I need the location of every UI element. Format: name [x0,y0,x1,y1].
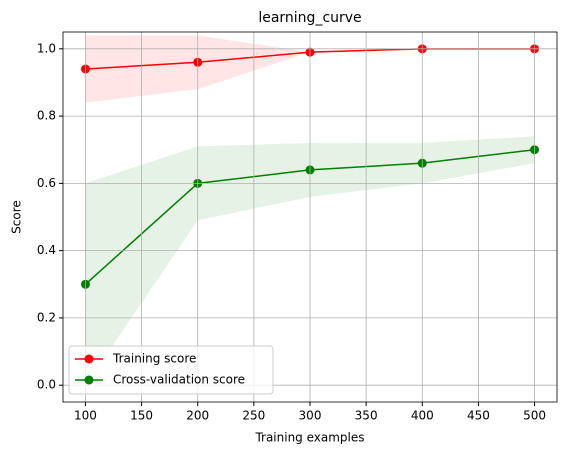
x-tick-label: 450 [467,409,490,423]
y-tick-label: 0.0 [37,378,56,392]
y-tick-label: 0.2 [37,310,56,324]
x-tick-label: 350 [355,409,378,423]
legend-box [68,345,274,395]
legend-label: Training score [112,352,196,366]
x-tick-label: 100 [74,409,97,423]
legend-marker [84,354,94,364]
y-tick-label: 1.0 [37,41,56,55]
x-tick-label: 400 [411,409,434,423]
x-axis-label: Training examples [254,431,364,445]
legend-label: Cross-validation score [113,373,245,387]
y-tick-label: 0.8 [37,109,56,123]
y-tick-label: 0.4 [37,243,56,257]
y-tick-label: 0.6 [37,176,56,190]
x-tick-label: 250 [242,409,265,423]
x-tick-label: 500 [523,409,546,423]
legend-marker [84,375,94,385]
plot-frame [62,31,558,403]
x-tick-label: 200 [186,409,209,423]
x-tick-label: 300 [299,409,322,423]
x-tick-label: 150 [130,409,153,423]
chart-title: learning_curve [258,10,361,26]
y-axis-label: Score [10,200,24,234]
